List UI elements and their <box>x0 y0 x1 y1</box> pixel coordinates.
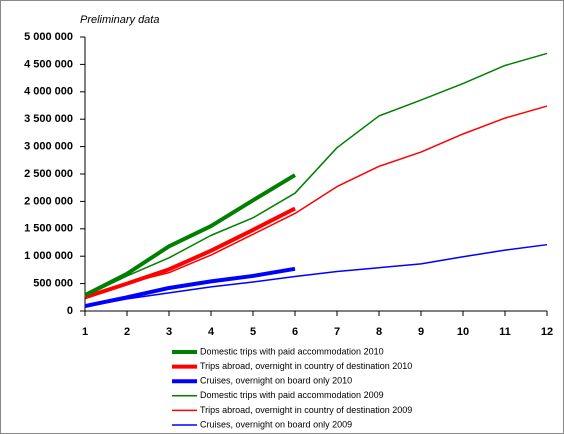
y-tick-label: 2 500 000 <box>24 168 73 180</box>
chart-subtitle: Preliminary data <box>80 14 159 26</box>
legend-label: Cruises, overnight on board only 2009 <box>200 419 352 429</box>
y-tick-label: 1 000 000 <box>24 250 73 262</box>
y-tick-label: 4 000 000 <box>24 86 73 98</box>
series-line <box>84 173 297 297</box>
y-tick-label: 4 500 000 <box>24 58 73 70</box>
x-tick-label: 9 <box>418 326 424 338</box>
x-tick-label: 3 <box>166 326 172 338</box>
series-line <box>84 243 548 308</box>
series-line <box>84 105 548 299</box>
legend-label: Cruises, overnight on board only 2010 <box>200 376 352 386</box>
legend-label: Trips abroad, overnight in country of de… <box>200 405 412 415</box>
x-tick-label: 8 <box>376 326 382 338</box>
series-line <box>84 206 296 300</box>
x-tick-label: 7 <box>334 326 340 338</box>
x-tick-label: 4 <box>208 326 215 338</box>
y-tick-label: 1 500 000 <box>24 223 73 235</box>
y-tick-label: 0 <box>67 305 73 317</box>
x-tick-label: 1 <box>82 326 88 338</box>
x-tick-label: 2 <box>124 326 130 338</box>
y-tick-label: 500 000 <box>33 278 73 290</box>
y-tick-label: 5 000 000 <box>24 31 73 43</box>
x-tick-label: 11 <box>499 326 511 338</box>
y-tick-label: 3 000 000 <box>24 141 73 153</box>
x-tick-label: 10 <box>457 326 469 338</box>
series-line <box>84 266 296 309</box>
y-tick-label: 2 000 000 <box>24 195 73 207</box>
x-tick-label: 5 <box>250 326 256 338</box>
x-tick-label: 6 <box>292 326 298 338</box>
x-tick-label: 12 <box>541 326 553 338</box>
legend-label: Domestic trips with paid accommodation 2… <box>200 390 384 400</box>
legend-label: Trips abroad, overnight in country of de… <box>200 361 412 371</box>
series-line <box>84 52 548 297</box>
y-tick-label: 3 500 000 <box>24 113 73 125</box>
legend-label: Domestic trips with paid accommodation 2… <box>200 346 384 356</box>
